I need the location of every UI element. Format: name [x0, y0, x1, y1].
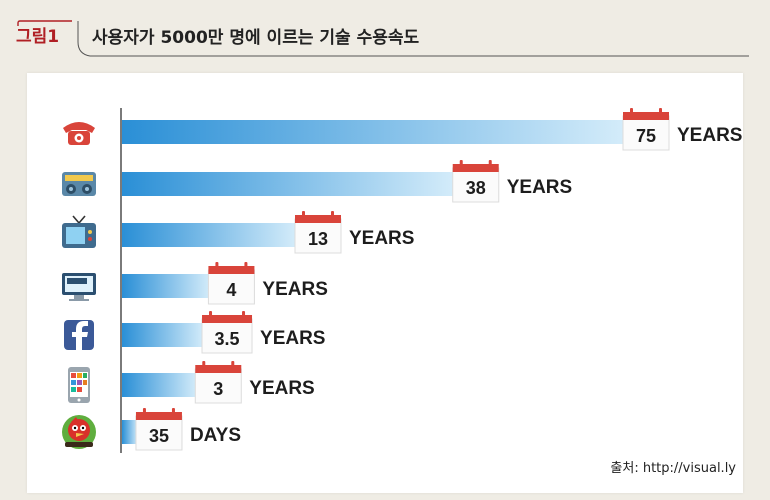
- calendar-label: 3.5: [201, 311, 253, 354]
- facebook-icon: [64, 320, 94, 350]
- source-note: 출처: http://visual.ly: [610, 461, 736, 476]
- value-unit: YEARS: [260, 328, 325, 349]
- bars-layer: [122, 120, 625, 444]
- bar-smartphone-apps: [122, 373, 198, 397]
- value-number: 75: [636, 126, 656, 146]
- bar-tv: [122, 223, 297, 247]
- calendar-label: 35: [135, 408, 183, 451]
- smartphone-apps-icon: [68, 367, 90, 403]
- calendar-label: 13: [294, 211, 342, 254]
- bar-facebook: [122, 323, 205, 347]
- figure-header: 그림1 사용자가 5000만 명에 이르는 기술 수용속도: [14, 20, 754, 60]
- figure-tag: 그림1: [16, 27, 60, 47]
- value-unit: DAYS: [190, 425, 241, 446]
- adoption-bar-chart: 75 YEARS 38 YEARS 13 YEARS 4 YEARS 3.5 YEARS 3 YEAR…: [62, 108, 742, 453]
- radio-icon: [62, 172, 96, 196]
- internet-icon: [62, 273, 96, 301]
- bar-angry-birds: [122, 420, 138, 444]
- value-unit: YEARS: [249, 378, 314, 399]
- value-number: 3.5: [215, 329, 240, 349]
- value-number: 38: [466, 178, 486, 198]
- bar-telephone: [122, 120, 625, 144]
- telephone-icon: [63, 122, 95, 145]
- value-unit: YEARS: [349, 228, 414, 249]
- calendar-label: 38: [452, 160, 500, 203]
- value-number: 4: [226, 280, 236, 300]
- bar-internet: [122, 274, 211, 298]
- header-bracket: [17, 20, 749, 57]
- bar-radio: [122, 172, 455, 196]
- calendar-label: 3: [194, 361, 242, 404]
- tv-icon: [62, 215, 96, 248]
- labels-layer: 75 YEARS 38 YEARS 13 YEARS 4 YEARS 3.5 YEARS 3 YEAR…: [135, 108, 742, 451]
- value-unit: YEARS: [262, 279, 327, 300]
- calendar-label: 4: [207, 262, 255, 305]
- calendar-label: 75: [622, 108, 670, 151]
- value-number: 13: [308, 229, 328, 249]
- value-unit: YEARS: [677, 125, 742, 146]
- value-number: 35: [149, 426, 169, 446]
- value-number: 3: [213, 379, 223, 399]
- figure-title: 사용자가 5000만 명에 이르는 기술 수용속도: [92, 28, 420, 48]
- value-unit: YEARS: [507, 177, 572, 198]
- angry-birds-icon: [62, 415, 96, 449]
